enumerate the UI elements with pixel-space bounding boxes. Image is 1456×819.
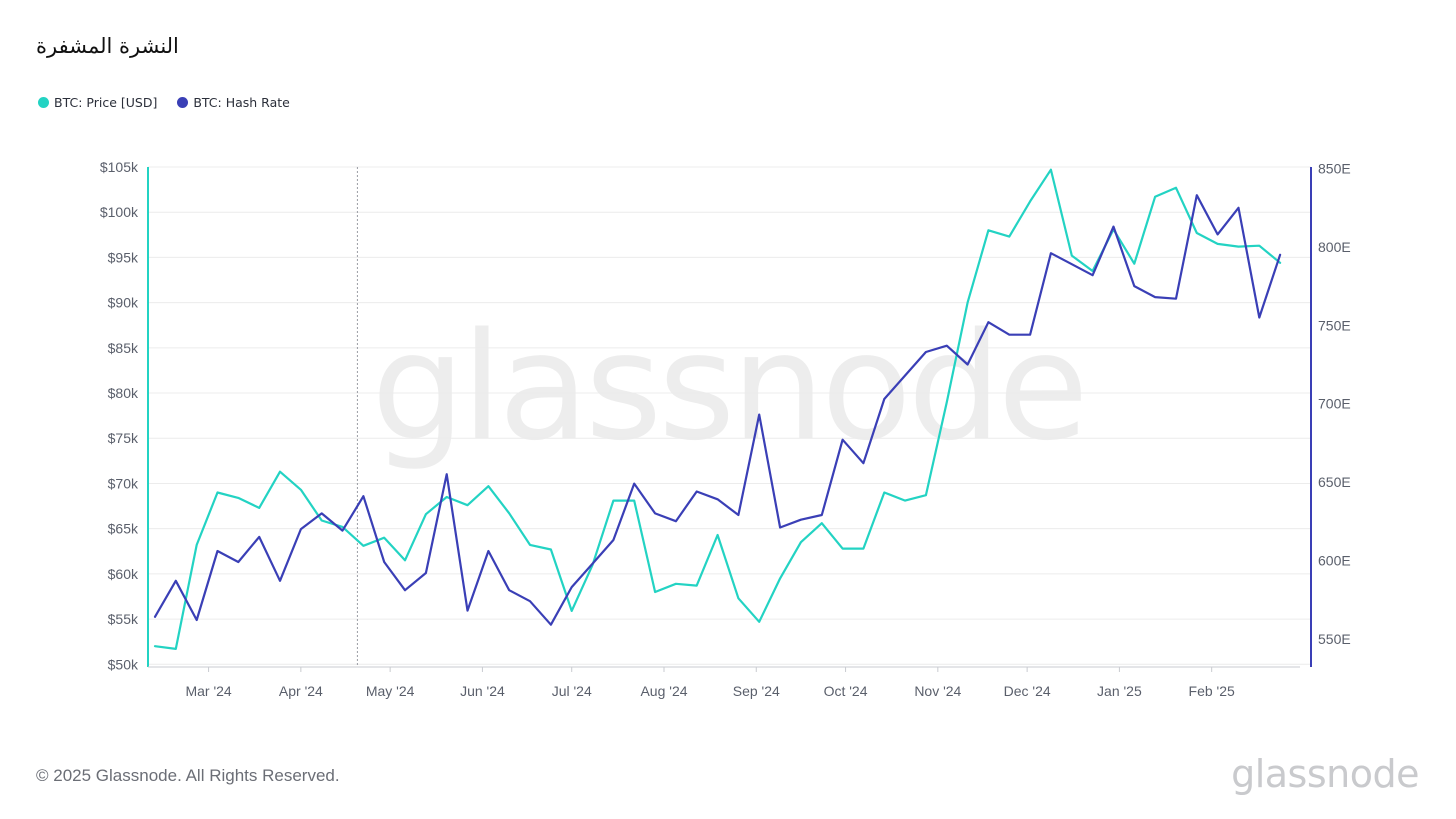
x-tick-label: Dec '24 bbox=[1004, 683, 1051, 699]
series-lines bbox=[153, 168, 1282, 651]
left-tick-label: $90k bbox=[108, 295, 139, 311]
left-tick-label: $70k bbox=[108, 475, 139, 491]
left-tick-label: $85k bbox=[108, 340, 139, 356]
x-tick-label: Jun '24 bbox=[460, 683, 505, 699]
x-tick-label: May '24 bbox=[366, 683, 415, 699]
right-tick-label: 550E bbox=[1318, 631, 1351, 647]
x-tick-label: Jul '24 bbox=[552, 683, 592, 699]
right-tick-label: 600E bbox=[1318, 552, 1351, 568]
legend: BTC: Price [USD] BTC: Hash Rate bbox=[38, 95, 290, 110]
right-tick-label: 850E bbox=[1318, 161, 1351, 177]
left-tick-label: $60k bbox=[108, 566, 139, 582]
axes: $50k $55k $60k $65k $70k $75k $80k $85k $90k $95k… bbox=[100, 159, 1351, 699]
legend-price-swatch bbox=[38, 97, 49, 108]
right-tick-label: 650E bbox=[1318, 474, 1351, 490]
copyright-text: © 2025 Glassnode. All Rights Reserved. bbox=[36, 766, 340, 785]
legend-hash-swatch bbox=[177, 97, 189, 108]
chart-title: النشرة المشفرة bbox=[36, 34, 179, 58]
watermark-text: glassnode bbox=[371, 301, 1084, 473]
hash-rate-series-line bbox=[153, 194, 1282, 626]
right-tick-label: 750E bbox=[1318, 317, 1351, 333]
x-tick-label: Oct '24 bbox=[824, 683, 868, 699]
legend-item-price[interactable]: BTC: Price [USD] bbox=[38, 95, 157, 110]
x-tick-label: Feb '25 bbox=[1189, 683, 1235, 699]
x-tick-label: Nov '24 bbox=[914, 683, 961, 699]
right-tick-label: 700E bbox=[1318, 396, 1351, 412]
left-tick-label: $95k bbox=[108, 249, 139, 265]
legend-price-label: BTC: Price [USD] bbox=[54, 95, 158, 110]
price-series-line bbox=[153, 168, 1282, 651]
left-tick-label: $75k bbox=[108, 430, 139, 446]
legend-item-hash-rate[interactable]: BTC: Hash Rate bbox=[177, 95, 290, 110]
legend-hash-label: BTC: Hash Rate bbox=[193, 95, 290, 110]
x-tick-label: Sep '24 bbox=[733, 683, 780, 699]
left-tick-label: $80k bbox=[108, 385, 139, 401]
brand-logo-text: glassnode bbox=[1231, 752, 1419, 796]
x-tick-label: Mar '24 bbox=[185, 683, 231, 699]
x-tick-label: Jan '25 bbox=[1097, 683, 1142, 699]
x-tick-label: Apr '24 bbox=[279, 683, 323, 699]
left-tick-label: $55k bbox=[108, 611, 139, 627]
left-tick-label: $105k bbox=[100, 159, 139, 175]
left-tick-label: $100k bbox=[100, 204, 139, 220]
x-tick-label: Aug '24 bbox=[640, 683, 687, 699]
left-tick-label: $50k bbox=[108, 656, 139, 672]
left-tick-label: $65k bbox=[108, 521, 139, 537]
right-tick-label: 800E bbox=[1318, 239, 1351, 255]
